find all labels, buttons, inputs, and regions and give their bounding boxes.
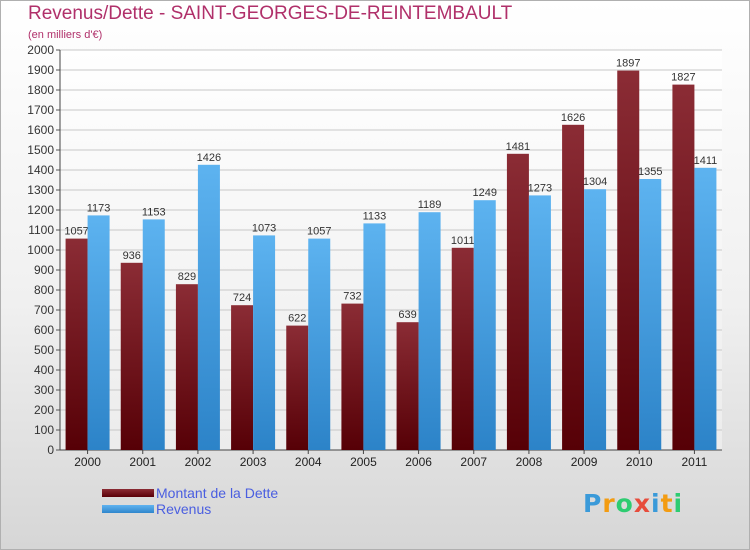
bar-debt [506,153,529,451]
x-tick-label: 2008 [516,455,543,469]
y-tick-label: 200 [34,403,54,417]
data-label-debt: 936 [123,250,141,262]
y-tick-label: 0 [47,443,54,457]
y-tick-label: 1200 [27,203,54,217]
data-label-revenue: 1057 [307,226,331,238]
data-label-debt: 829 [178,271,196,283]
logo-letter: t [660,489,674,518]
y-tick-label: 900 [34,263,54,277]
logo-letter: x [633,489,651,518]
data-label-revenue: 1273 [528,182,552,194]
bar-revenue [473,200,496,450]
logo-letter: P [583,489,603,518]
bar-debt [120,262,143,450]
legend-label-debt: Montant de la Dette [156,485,279,501]
data-label-revenue: 1249 [473,187,497,199]
x-tick-label: 2005 [350,455,377,469]
legend-swatch-revenue [102,505,154,513]
bar-debt [175,284,198,450]
bar-revenue [584,189,607,450]
legend-swatch-debt [102,489,154,497]
x-tick-label: 2007 [460,455,487,469]
data-label-revenue: 1173 [87,202,111,214]
y-tick-label: 800 [34,283,54,297]
y-tick-label: 1800 [27,83,54,97]
bar-debt [672,84,695,450]
data-label-revenue: 1411 [694,155,718,167]
data-label-debt: 1827 [671,72,695,84]
x-tick-label: 2002 [185,455,212,469]
bar-debt [231,305,254,450]
bar-debt [396,322,419,450]
data-label-revenue: 1153 [142,206,166,218]
y-tick-label: 1700 [27,103,54,117]
x-tick-label: 2000 [74,455,101,469]
x-tick-label: 2004 [295,455,322,469]
logo-letter: i [673,489,684,518]
x-tick-label: 2011 [682,455,708,469]
y-tick-label: 300 [34,383,54,397]
logo-letter: r [602,489,616,518]
bar-debt [562,124,585,451]
logo-letter: i [651,489,661,518]
data-label-debt: 639 [398,309,416,321]
data-label-revenue: 1133 [363,210,387,222]
data-label-debt: 1897 [616,58,640,70]
chart-subtitle: (en milliers d'€) [28,29,103,41]
bar-revenue [142,219,165,450]
y-tick-label: 1600 [27,123,54,137]
data-label-revenue: 1073 [252,222,276,234]
proxiti-logo: Proxiti [583,489,683,518]
data-label-revenue: 1304 [583,176,607,188]
y-tick-label: 1400 [27,163,54,177]
bar-revenue [528,195,551,450]
x-tick-label: 2001 [129,455,156,469]
data-label-revenue: 1189 [418,199,442,211]
data-label-revenue: 1426 [197,152,221,164]
bar-revenue [639,179,662,450]
bar-revenue [363,223,386,450]
y-tick-label: 1000 [27,243,54,257]
bar-debt [286,325,309,450]
data-label-debt: 1011 [451,235,475,247]
bar-revenue [418,212,441,450]
y-tick-label: 500 [34,343,54,357]
bar-revenue [87,215,110,450]
data-label-debt: 1626 [561,112,585,124]
data-label-debt: 622 [288,313,306,325]
data-label-debt: 724 [233,292,251,304]
bar-debt [65,238,88,450]
y-tick-label: 1100 [28,223,54,237]
x-tick-label: 2010 [626,455,653,469]
x-tick-label: 2006 [405,455,432,469]
data-label-revenue: 1355 [638,166,662,178]
y-tick-label: 1900 [27,63,54,77]
y-tick-label: 1500 [27,143,54,157]
bar-revenue [253,235,276,450]
x-tick-label: 2009 [571,455,598,469]
logo-letter: o [615,489,634,518]
y-tick-label: 700 [34,303,54,317]
data-label-debt: 732 [343,291,361,303]
bar-revenue [694,167,717,451]
chart-title: Revenus/Dette - SAINT-GEORGES-DE-REINTEM… [28,3,513,24]
legend-label-revenue: Revenus [156,501,212,517]
data-label-debt: 1057 [64,226,88,238]
y-tick-label: 1300 [27,183,54,197]
bar-debt [341,303,364,450]
bar-revenue [197,164,220,451]
bar-debt [617,70,640,450]
y-tick-label: 100 [34,423,54,437]
y-tick-label: 2000 [27,43,54,57]
y-tick-label: 600 [34,323,54,337]
y-tick-label: 400 [34,363,54,377]
data-label-debt: 1481 [506,141,530,153]
bar-revenue [308,238,331,450]
bar-debt [451,247,474,450]
x-tick-label: 2003 [240,455,267,469]
